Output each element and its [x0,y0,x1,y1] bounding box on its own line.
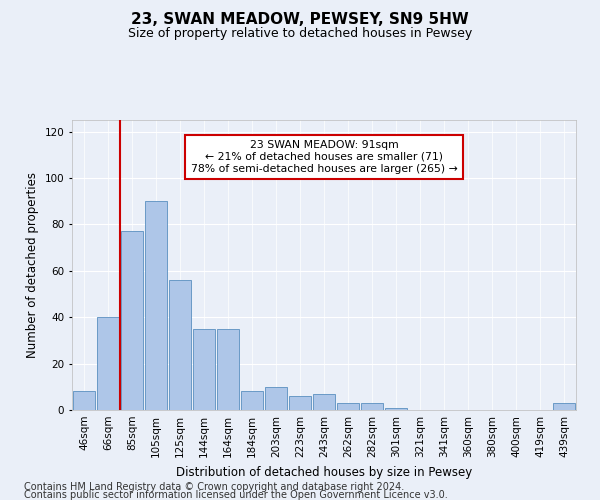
Bar [145,201,167,410]
Bar [121,232,143,410]
Bar [385,408,407,410]
Text: Size of property relative to detached houses in Pewsey: Size of property relative to detached ho… [128,28,472,40]
Bar [313,394,335,410]
Text: Contains public sector information licensed under the Open Government Licence v3: Contains public sector information licen… [24,490,448,500]
Bar [97,317,119,410]
Bar [289,396,311,410]
Bar [361,403,383,410]
Bar [73,392,95,410]
Bar [337,403,359,410]
Bar [193,329,215,410]
Text: Distribution of detached houses by size in Pewsey: Distribution of detached houses by size … [176,466,472,479]
Bar [169,280,191,410]
Text: 23 SWAN MEADOW: 91sqm
← 21% of detached houses are smaller (71)
78% of semi-deta: 23 SWAN MEADOW: 91sqm ← 21% of detached … [191,140,457,173]
Bar [553,403,575,410]
Bar [241,392,263,410]
Text: Contains HM Land Registry data © Crown copyright and database right 2024.: Contains HM Land Registry data © Crown c… [24,482,404,492]
Text: 23, SWAN MEADOW, PEWSEY, SN9 5HW: 23, SWAN MEADOW, PEWSEY, SN9 5HW [131,12,469,28]
Bar [265,387,287,410]
Y-axis label: Number of detached properties: Number of detached properties [26,172,39,358]
Bar [217,329,239,410]
